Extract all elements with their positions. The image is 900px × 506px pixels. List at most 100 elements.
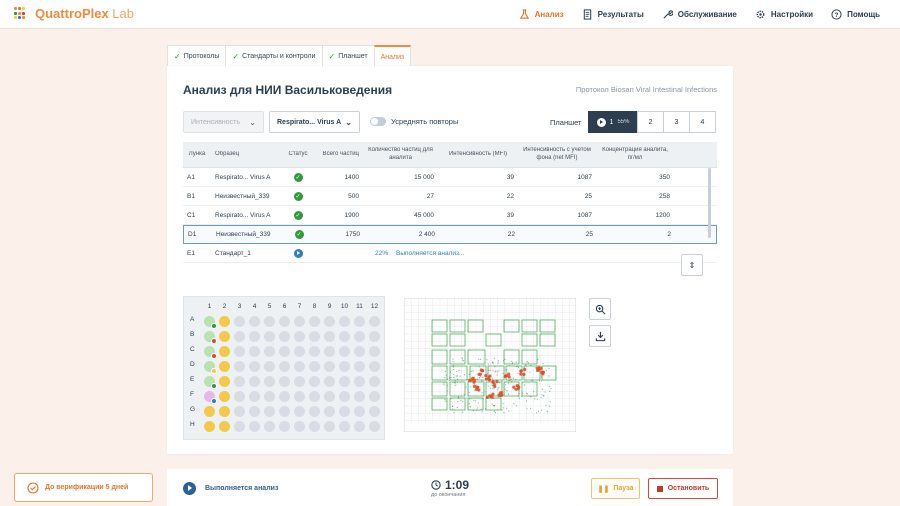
plate-well[interactable] bbox=[324, 316, 335, 327]
plate-button-2[interactable]: 2 bbox=[637, 111, 664, 133]
plate-well[interactable] bbox=[219, 391, 230, 402]
plate-well[interactable] bbox=[324, 346, 335, 357]
col-mfi[interactable]: Интенсивность (MFI) bbox=[448, 150, 507, 157]
plate-well[interactable] bbox=[219, 316, 230, 327]
plate-well[interactable] bbox=[354, 421, 365, 432]
pause-button[interactable]: ❚❚ Пауза bbox=[591, 478, 640, 499]
plate-well[interactable] bbox=[219, 421, 230, 432]
plate-well[interactable] bbox=[234, 421, 245, 432]
plate-well[interactable] bbox=[354, 331, 365, 342]
plate-well[interactable] bbox=[219, 376, 230, 387]
plate-well[interactable] bbox=[264, 346, 275, 357]
plate-well[interactable] bbox=[339, 316, 350, 327]
plate-well[interactable] bbox=[324, 406, 335, 417]
plate-well[interactable] bbox=[204, 361, 217, 374]
zoom-button[interactable] bbox=[589, 298, 611, 320]
plate-well[interactable] bbox=[339, 331, 350, 342]
plate-well[interactable] bbox=[369, 361, 380, 372]
plate-well[interactable] bbox=[294, 346, 305, 357]
plate-well[interactable] bbox=[249, 346, 260, 357]
col-concentration[interactable]: Концентрация аналита, пг/мл bbox=[602, 147, 668, 161]
plate-well[interactable] bbox=[234, 316, 245, 327]
plate-button-4[interactable]: 4 bbox=[689, 111, 716, 133]
verification-reminder[interactable]: До верификации 5 дней bbox=[14, 473, 153, 502]
nav-help[interactable]: ? Помощь bbox=[831, 9, 880, 20]
plate-well[interactable] bbox=[354, 316, 365, 327]
plate-well[interactable] bbox=[294, 421, 305, 432]
average-toggle[interactable]: Усреднять повторы bbox=[370, 117, 458, 126]
plate-well[interactable] bbox=[264, 376, 275, 387]
plate-button-1[interactable]: 1 55% bbox=[588, 111, 638, 133]
plate-well[interactable] bbox=[234, 406, 245, 417]
col-total[interactable]: Всего частиц bbox=[322, 150, 359, 157]
download-button[interactable] bbox=[589, 325, 611, 347]
plate-well[interactable] bbox=[204, 346, 217, 359]
plate-well[interactable] bbox=[204, 376, 217, 389]
plate-well[interactable] bbox=[204, 421, 215, 432]
plate-well[interactable] bbox=[264, 316, 275, 327]
plate-well[interactable] bbox=[204, 391, 217, 404]
plate-well[interactable] bbox=[264, 406, 275, 417]
plate-well[interactable] bbox=[309, 361, 320, 372]
plate-well[interactable] bbox=[309, 421, 320, 432]
table-row[interactable]: B1 Неизвестный_339 ✓ 500 27 22 25 258 bbox=[183, 187, 717, 206]
plate-well[interactable] bbox=[339, 376, 350, 387]
plate-well[interactable] bbox=[219, 406, 230, 417]
nav-analysis[interactable]: Анализ bbox=[519, 9, 564, 20]
plate-well[interactable] bbox=[354, 346, 365, 357]
plate-well[interactable] bbox=[279, 346, 290, 357]
plate-well[interactable] bbox=[279, 331, 290, 342]
plate-well[interactable] bbox=[279, 421, 290, 432]
plate-well[interactable] bbox=[309, 406, 320, 417]
plate-well[interactable] bbox=[324, 376, 335, 387]
plate-well[interactable] bbox=[309, 346, 320, 357]
plate-well[interactable] bbox=[369, 376, 380, 387]
plate-well[interactable] bbox=[339, 406, 350, 417]
plate-well[interactable] bbox=[234, 361, 245, 372]
plate-well[interactable] bbox=[369, 346, 380, 357]
plate-well[interactable] bbox=[324, 331, 335, 342]
plate-well[interactable] bbox=[294, 316, 305, 327]
plate-well[interactable] bbox=[249, 316, 260, 327]
plate-button-3[interactable]: 3 bbox=[663, 111, 690, 133]
plate-well[interactable] bbox=[219, 331, 230, 342]
plate-well[interactable] bbox=[234, 391, 245, 402]
plate-well[interactable] bbox=[264, 421, 275, 432]
plate-well[interactable] bbox=[339, 391, 350, 402]
analyte-select[interactable]: Respirato... Virus A ⌄ bbox=[269, 111, 360, 133]
col-sample[interactable]: Образец bbox=[215, 150, 240, 157]
col-count[interactable]: Количество частиц для аналита bbox=[368, 147, 433, 161]
plate-well[interactable] bbox=[354, 361, 365, 372]
table-row[interactable]: A1 Respirato... Virus A ✓ 1400 15 000 39 1087 3… bbox=[183, 168, 717, 187]
plate-well[interactable] bbox=[219, 361, 230, 372]
nav-maintenance[interactable]: Обслуживание bbox=[662, 9, 737, 20]
plate-well[interactable] bbox=[204, 316, 217, 329]
plate-well[interactable] bbox=[219, 346, 230, 357]
plate-well[interactable] bbox=[339, 346, 350, 357]
table-row[interactable]: C1 Respirato... Virus A ✓ 1900 45 000 39 1087 1… bbox=[183, 206, 717, 225]
plate-well[interactable] bbox=[264, 361, 275, 372]
plate-well[interactable] bbox=[369, 331, 380, 342]
tab-plate[interactable]: ✓ Планшет bbox=[321, 45, 375, 67]
plate-well[interactable] bbox=[249, 391, 260, 402]
plate-well[interactable] bbox=[249, 361, 260, 372]
plate-well[interactable] bbox=[294, 361, 305, 372]
plate-well[interactable] bbox=[264, 331, 275, 342]
table-scrollbar[interactable] bbox=[708, 168, 711, 238]
metric-select[interactable]: Интенсивность ⌄ bbox=[183, 111, 264, 133]
plate-well[interactable] bbox=[279, 376, 290, 387]
plate-well[interactable] bbox=[354, 391, 365, 402]
plate-well[interactable] bbox=[369, 391, 380, 402]
plate-well[interactable] bbox=[309, 316, 320, 327]
plate-well[interactable] bbox=[204, 331, 217, 344]
plate-well[interactable] bbox=[294, 376, 305, 387]
toggle-switch[interactable] bbox=[370, 117, 386, 126]
plate-well[interactable] bbox=[324, 391, 335, 402]
col-net-mfi[interactable]: Интенсивность с учетом фона (net MFI) bbox=[523, 147, 591, 161]
plate-well[interactable] bbox=[324, 421, 335, 432]
nav-results[interactable]: Результаты bbox=[582, 9, 644, 20]
tab-protocols[interactable]: ✓ Протоколы bbox=[167, 45, 227, 67]
plate-well[interactable] bbox=[204, 406, 215, 417]
plate-well[interactable] bbox=[279, 316, 290, 327]
plate-well[interactable] bbox=[339, 421, 350, 432]
